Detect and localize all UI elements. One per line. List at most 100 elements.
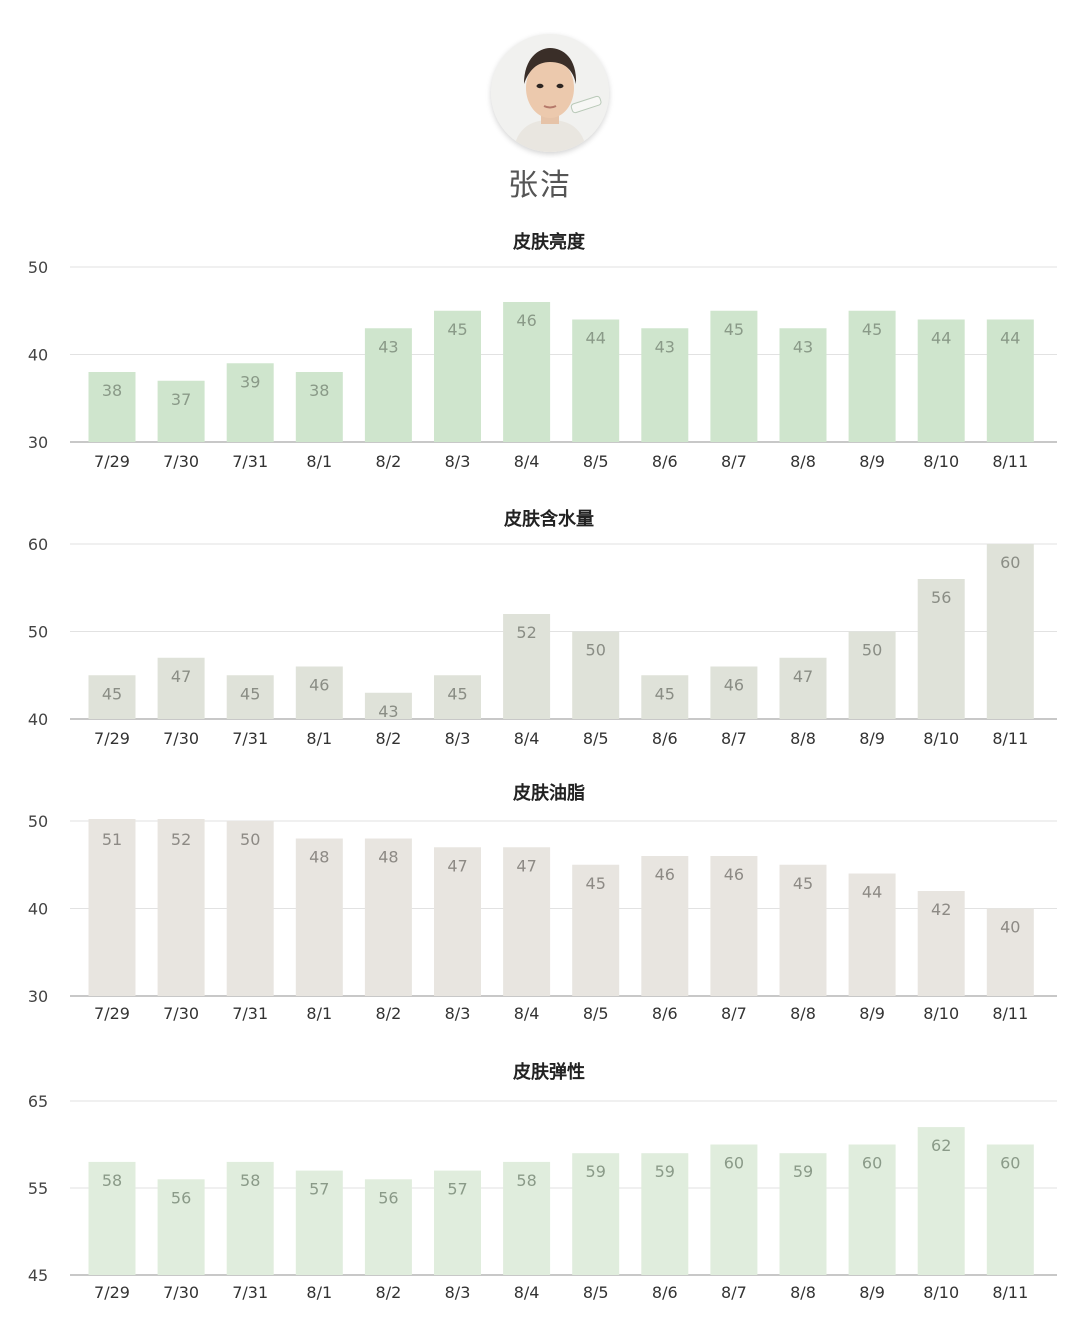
bar bbox=[503, 302, 551, 442]
bar bbox=[88, 819, 136, 996]
chart-title: 皮肤油脂 bbox=[513, 782, 585, 804]
data-label: 45 bbox=[862, 320, 882, 339]
bar bbox=[917, 1127, 965, 1275]
bar bbox=[226, 1161, 274, 1275]
x-tick-label: 8/11 bbox=[992, 452, 1028, 471]
x-tick-label: 8/6 bbox=[652, 729, 678, 748]
bar bbox=[986, 908, 1034, 996]
data-label: 42 bbox=[931, 900, 951, 919]
bar bbox=[572, 319, 620, 442]
chart-2: 皮肤含水量 40 50 60 45 7/29 47 7/30 45 7/31 46 8/1 43 8/2 4… bbox=[28, 508, 1057, 748]
data-label: 44 bbox=[931, 329, 951, 348]
chart-4: 皮肤弹性 45 55 65 58 7/29 56 7/30 58 7/31 57 8/1 56 8/2 57… bbox=[28, 1061, 1057, 1302]
bar bbox=[848, 631, 896, 719]
bar bbox=[848, 310, 896, 442]
data-label: 46 bbox=[655, 865, 675, 884]
x-tick-label: 8/9 bbox=[859, 1004, 885, 1023]
data-label: 43 bbox=[378, 702, 398, 721]
data-label: 47 bbox=[516, 856, 536, 875]
x-tick-label: 8/8 bbox=[790, 1283, 816, 1302]
x-tick-label: 7/31 bbox=[232, 452, 268, 471]
data-label: 38 bbox=[102, 381, 122, 400]
x-tick-label: 7/30 bbox=[163, 1004, 199, 1023]
data-label: 45 bbox=[447, 684, 467, 703]
x-tick-label: 8/10 bbox=[923, 452, 959, 471]
data-label: 58 bbox=[240, 1171, 260, 1190]
bar bbox=[88, 1161, 136, 1275]
data-label: 45 bbox=[240, 684, 260, 703]
bars bbox=[88, 544, 1034, 719]
x-tick-label: 8/9 bbox=[859, 452, 885, 471]
data-label: 39 bbox=[240, 372, 260, 391]
bar bbox=[572, 864, 620, 996]
data-label: 47 bbox=[447, 856, 467, 875]
x-tick-label: 8/2 bbox=[376, 729, 402, 748]
bar bbox=[779, 864, 827, 996]
bar bbox=[710, 666, 758, 719]
y-tick-label: 50 bbox=[28, 623, 48, 642]
data-label: 46 bbox=[724, 865, 744, 884]
bar bbox=[364, 838, 412, 996]
data-label: 44 bbox=[586, 329, 606, 348]
bar bbox=[986, 1144, 1034, 1275]
data-label: 38 bbox=[309, 381, 329, 400]
x-tick-label: 7/30 bbox=[163, 1283, 199, 1302]
data-label: 43 bbox=[378, 337, 398, 356]
x-tick-label: 8/10 bbox=[923, 729, 959, 748]
data-label: 60 bbox=[862, 1154, 882, 1173]
x-tick-label: 7/29 bbox=[94, 452, 130, 471]
x-tick-label: 8/7 bbox=[721, 1004, 747, 1023]
y-tick-label: 65 bbox=[28, 1092, 48, 1111]
bar bbox=[364, 692, 412, 719]
data-label: 50 bbox=[240, 830, 260, 849]
bar bbox=[295, 666, 343, 719]
data-label: 58 bbox=[516, 1171, 536, 1190]
x-tick-label: 8/5 bbox=[583, 452, 609, 471]
bar bbox=[917, 579, 965, 719]
person-face-portrait-icon bbox=[491, 34, 609, 152]
y-tick-label: 50 bbox=[28, 258, 48, 277]
data-label: 52 bbox=[516, 623, 536, 642]
x-tick-label: 8/1 bbox=[306, 729, 332, 748]
x-tick-label: 8/3 bbox=[445, 1004, 471, 1023]
data-label: 45 bbox=[724, 320, 744, 339]
data-label: 60 bbox=[1000, 553, 1020, 572]
data-label: 45 bbox=[586, 874, 606, 893]
x-tick-label: 7/30 bbox=[163, 729, 199, 748]
bar bbox=[917, 319, 965, 442]
x-tick-label: 8/4 bbox=[514, 452, 540, 471]
data-label: 48 bbox=[309, 848, 329, 867]
data-label: 48 bbox=[378, 848, 398, 867]
data-label: 45 bbox=[102, 684, 122, 703]
bar bbox=[917, 891, 965, 996]
x-tick-label: 8/8 bbox=[790, 1004, 816, 1023]
data-label: 50 bbox=[586, 641, 606, 660]
x-tick-label: 8/6 bbox=[652, 452, 678, 471]
data-label: 37 bbox=[171, 390, 191, 409]
bar bbox=[88, 372, 136, 442]
x-tick-label: 7/30 bbox=[163, 452, 199, 471]
data-label: 40 bbox=[1000, 918, 1020, 937]
data-label: 60 bbox=[1000, 1154, 1020, 1173]
bar bbox=[503, 614, 551, 719]
data-label: 44 bbox=[1000, 329, 1020, 348]
bar bbox=[986, 544, 1034, 719]
data-label: 60 bbox=[724, 1154, 744, 1173]
bar bbox=[572, 1153, 620, 1275]
x-tick-label: 8/11 bbox=[992, 1004, 1028, 1023]
data-label: 43 bbox=[655, 337, 675, 356]
bar bbox=[226, 363, 274, 442]
y-tick-label: 40 bbox=[28, 346, 48, 365]
chart-title: 皮肤亮度 bbox=[513, 231, 586, 253]
x-tick-label: 8/4 bbox=[514, 1283, 540, 1302]
data-label: 62 bbox=[931, 1136, 951, 1155]
bar bbox=[157, 657, 205, 719]
x-tick-label: 8/1 bbox=[306, 452, 332, 471]
bar bbox=[364, 328, 412, 442]
x-tick-label: 8/2 bbox=[376, 1004, 402, 1023]
x-tick-label: 8/10 bbox=[923, 1283, 959, 1302]
x-tick-label: 8/7 bbox=[721, 729, 747, 748]
bar bbox=[710, 1144, 758, 1275]
bar bbox=[986, 319, 1034, 442]
